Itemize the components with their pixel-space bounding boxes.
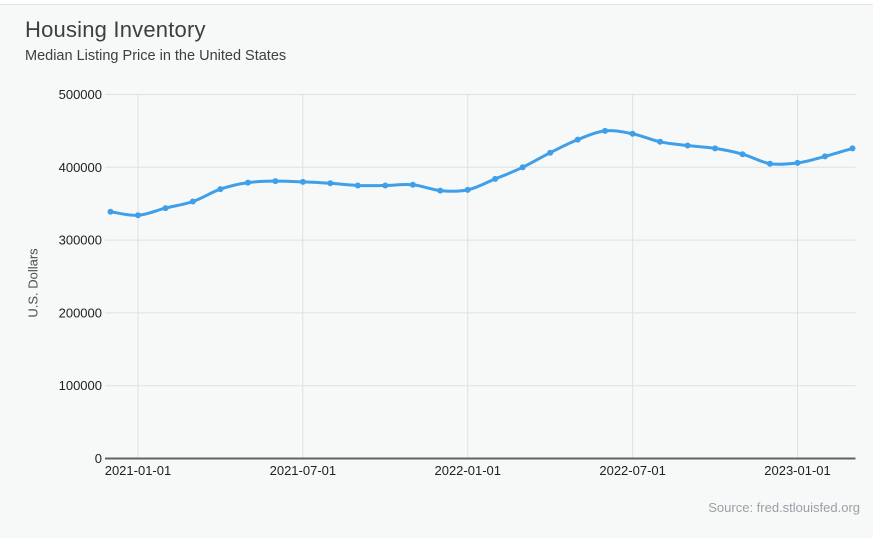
data-point[interactable]	[739, 151, 746, 158]
y-tick-label: 200000	[59, 305, 102, 320]
data-point[interactable]	[574, 136, 581, 143]
data-point[interactable]	[629, 130, 636, 137]
data-point[interactable]	[794, 159, 801, 166]
data-point[interactable]	[602, 127, 609, 134]
data-point[interactable]	[107, 208, 114, 215]
data-point[interactable]	[822, 153, 828, 160]
series-line[interactable]	[109, 129, 854, 217]
x-tick-label: 2022-01-01	[434, 463, 501, 478]
data-point[interactable]	[849, 145, 856, 152]
data-point[interactable]	[354, 182, 361, 189]
y-tick-label: 100000	[59, 378, 102, 393]
chart-title: Housing Inventory	[25, 17, 206, 42]
data-point[interactable]	[299, 178, 306, 185]
data-point[interactable]	[437, 187, 444, 194]
data-point[interactable]	[464, 186, 471, 193]
data-point[interactable]	[519, 164, 526, 171]
y-tick-label: 300000	[59, 233, 102, 248]
data-point[interactable]	[712, 145, 719, 152]
data-point[interactable]	[409, 181, 416, 188]
data-point[interactable]	[492, 175, 499, 182]
y-tick-label: 500000	[59, 87, 102, 102]
data-point[interactable]	[162, 205, 169, 212]
data-point[interactable]	[382, 182, 389, 189]
x-tick-label: 2021-07-01	[270, 463, 337, 478]
data-point[interactable]	[244, 179, 251, 186]
x-tick-label: 2022-07-01	[599, 463, 666, 478]
data-point[interactable]	[135, 212, 141, 219]
data-point[interactable]	[657, 138, 664, 145]
source-attribution: Source: fred.stlouisfed.org	[708, 500, 860, 515]
data-point[interactable]	[217, 186, 224, 193]
data-point[interactable]	[767, 160, 773, 167]
data-point[interactable]	[272, 178, 279, 185]
y-tick-label: 400000	[59, 160, 102, 175]
y-tick-label: 0	[95, 451, 102, 466]
data-point[interactable]	[327, 180, 334, 187]
x-tick-label: 2023-01-01	[764, 463, 831, 478]
data-point[interactable]	[189, 198, 196, 205]
chart-background-panel	[0, 4, 873, 538]
data-point[interactable]	[547, 149, 554, 156]
x-tick-label: 2021-01-01	[105, 463, 172, 478]
chart-subtitle: Median Listing Price in the United State…	[25, 48, 287, 64]
data-point[interactable]	[684, 142, 691, 149]
